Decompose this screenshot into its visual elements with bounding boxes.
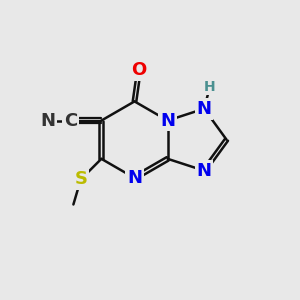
Text: N: N [196,100,211,118]
Text: N: N [160,112,175,130]
Text: N: N [196,162,211,180]
Text: N: N [40,112,55,130]
Text: N: N [127,169,142,187]
Text: H: H [204,80,216,94]
Text: O: O [131,61,147,80]
Text: C: C [64,112,77,130]
Text: S: S [74,170,87,188]
